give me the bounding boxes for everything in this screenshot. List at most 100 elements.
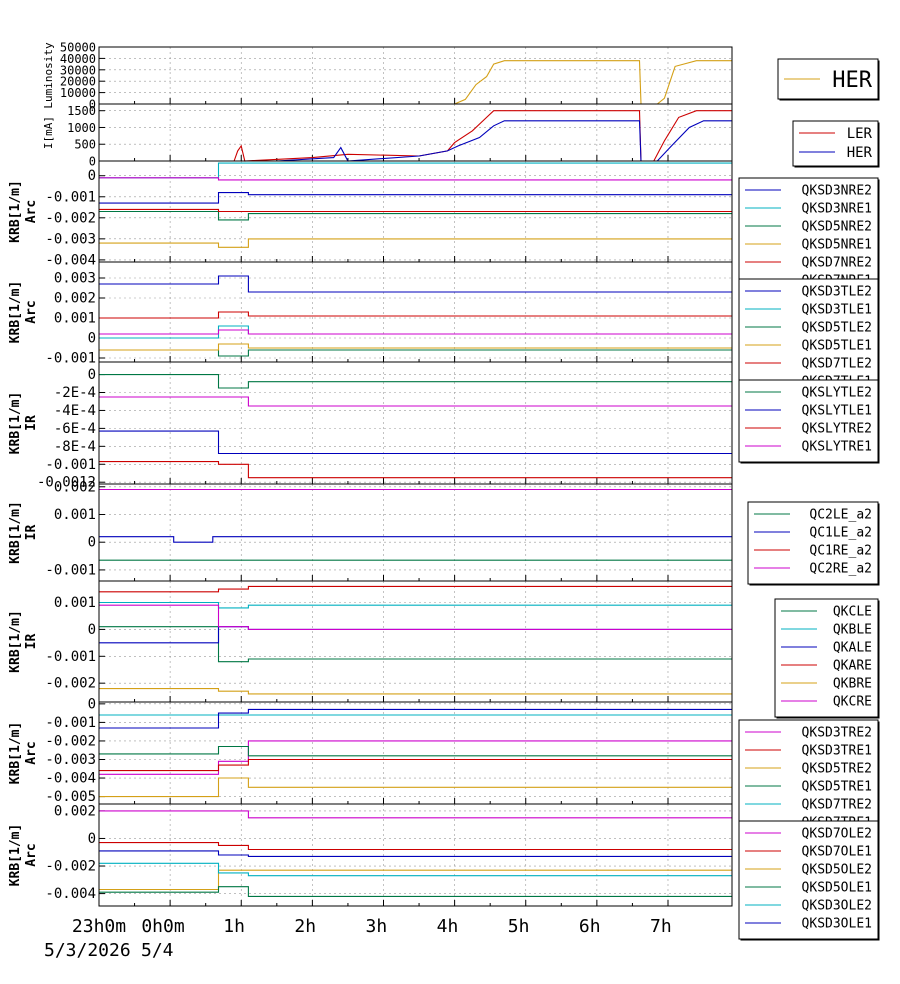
legend-ir2: QC2LE_a2 QC1LE_a2 QC1RE_a2 QC2RE_a2: [747, 501, 880, 586]
legend-label: QKSD7TRE2: [802, 798, 872, 813]
legend-label: QKBRE: [833, 677, 872, 692]
series-line-QC1LE_a2: [99, 536, 732, 543]
legend-label: QKSD7OLE2: [802, 827, 872, 842]
panel-ir1: 0 -2E-4 -4E-4 -6E-4 -8E-4 -0.001 -0.0012 KRB[1/…: [8, 361, 880, 491]
y-tick-label: 1000: [67, 121, 96, 135]
legend-box: [738, 379, 879, 463]
panel-frame: [98, 261, 733, 363]
y-tick-label: 0: [88, 622, 96, 638]
y-tick-label: -0.001: [45, 351, 96, 367]
legend-label: QKSLYTLE2: [802, 386, 872, 401]
series-line-HER: [99, 60, 732, 105]
series-line-QKSD3TRE2: [99, 740, 732, 775]
legend-label: QKSD5OLE2: [802, 863, 872, 878]
y-tick-label: 0.001: [54, 595, 96, 611]
y-tick-label: 30000: [60, 63, 96, 77]
legend-label: QC2RE_a2: [809, 562, 872, 577]
legend-label: QKSD5TLE1: [802, 339, 872, 354]
y-tick-label: 1500: [67, 104, 96, 118]
legend-label: QKSLYTLE1: [802, 404, 872, 419]
x-tick-label: 6h: [579, 916, 601, 937]
y-tick-label: 0.003: [54, 271, 96, 287]
legend-lum: HER: [777, 58, 880, 101]
legend-label: QKSD5TRE2: [802, 762, 872, 777]
y-axis-label: I[mA]: [42, 116, 55, 149]
y-tick-label: 10000: [60, 86, 96, 100]
y-axis-label: KRB[1/m]: [8, 180, 23, 243]
series-line-QKSD7TLE2: [99, 311, 732, 319]
legend-label: QKSD3TLE1: [802, 303, 872, 318]
y-axis-label: KRB[1/m]: [8, 610, 23, 673]
series-line-QKSD7OLE1: [99, 842, 732, 851]
y-tick-label: -0.004: [45, 771, 96, 787]
legend-ir1: QKSLYTLE2 QKSLYTLE1 QKSLYTRE2 QKSLYTRE1: [738, 379, 880, 464]
legend-arc4: QKSD7OLE2 QKSD7OLE1 QKSD5OLE2 QKSD5OLE1 QKSD…: [738, 820, 880, 941]
legend-box: [738, 820, 879, 940]
panel-frame: [98, 701, 733, 805]
y-axis-label: KRB[1/m]: [8, 281, 23, 344]
legend-label: QKSD5NRE1: [802, 238, 872, 253]
legend-label: QKARE: [833, 659, 872, 674]
y-tick-label: 0.002: [54, 291, 96, 307]
legend-label: QKSD3NRE1: [802, 202, 872, 217]
panel-ir2: 0.002 0.001 0 -0.001 KRB[1/m] IR QC2LE_a2 QC1LE…: [8, 479, 880, 586]
legend-box: [747, 501, 879, 585]
y-tick-label: -0.001: [45, 715, 96, 731]
legend-label: QKSD3NRE2: [802, 184, 872, 199]
legend-box: [792, 120, 879, 167]
series-line-QKSD3TRE1: [99, 758, 732, 772]
y-tick-label: -2E-4: [54, 385, 96, 401]
legend-label: QKSLYTRE1: [802, 440, 872, 455]
x-tick-label: 23h0m: [72, 916, 126, 937]
series-line-QKSLYTLE2: [99, 374, 732, 389]
y-tick-label: -0.004: [45, 886, 96, 902]
series-line-QKSD5TLE2: [99, 349, 732, 357]
y-tick-label: 0: [88, 831, 96, 847]
y-axis-label: Luminosity: [42, 42, 55, 109]
series-line-HER: [99, 120, 732, 162]
legend-label: QKSD3TLE2: [802, 285, 872, 300]
series-line-QKBRE: [99, 688, 732, 695]
y-tick-label: -0.001: [45, 189, 96, 205]
legend-label: QKSD3TRE2: [802, 726, 872, 741]
y-axis-label: KRB[1/m]: [8, 824, 23, 887]
legend-label: QKSD3TRE1: [802, 744, 872, 759]
y-axis-label: IR: [24, 415, 39, 431]
legend-label: QKSD3OLE1: [802, 917, 872, 932]
legend-box: [738, 278, 879, 398]
y-tick-label: 0: [88, 696, 96, 712]
panel-arc1: 0 -0.001 -0.002 -0.003 -0.004 KRB[1/m] Arc QKSD…: [8, 160, 880, 298]
y-tick-label: -0.002: [45, 210, 96, 226]
series-line-QKSLYTRE2: [99, 461, 732, 479]
series-line-QKSD5TRE1: [99, 745, 732, 757]
series-line-QKARE: [99, 585, 732, 593]
panel-arc3: 0 -0.001 -0.002 -0.003 -0.004 -0.005 KRB[1/m] A…: [8, 696, 880, 840]
y-tick-label: -8E-4: [54, 439, 96, 455]
series-line-QKCLE: [99, 626, 732, 663]
x-tick-label: 0h0m: [141, 916, 184, 937]
y-tick-label: -0.002: [45, 676, 96, 692]
legend-label: QKSD5TRE1: [802, 780, 872, 795]
legend-label: QKCLE: [833, 605, 872, 620]
legend-box: [738, 177, 879, 297]
series-line-QKSD5OLE2: [99, 869, 732, 891]
y-tick-label: -6E-4: [54, 421, 96, 437]
y-tick-label: 0: [89, 98, 96, 112]
legend-label: QC1RE_a2: [809, 544, 872, 559]
legend-label: QKSD3OLE2: [802, 899, 872, 914]
series-line-QKSD7NRE1: [99, 177, 732, 181]
series-line-QKSD3TLE1: [99, 325, 732, 339]
series-line-QKSD7NRE2: [99, 208, 732, 213]
x-tick-label: 7h: [650, 916, 672, 937]
x-tick-label: 3h: [366, 916, 388, 937]
legend-label: QKSD5TLE2: [802, 321, 872, 336]
panel-frame: [98, 803, 733, 907]
y-tick-label: 50000: [60, 41, 96, 55]
y-axis-label: Arc: [24, 843, 39, 866]
series-line-QKSD5TRE2: [99, 777, 732, 798]
y-tick-label: 0: [88, 535, 96, 551]
